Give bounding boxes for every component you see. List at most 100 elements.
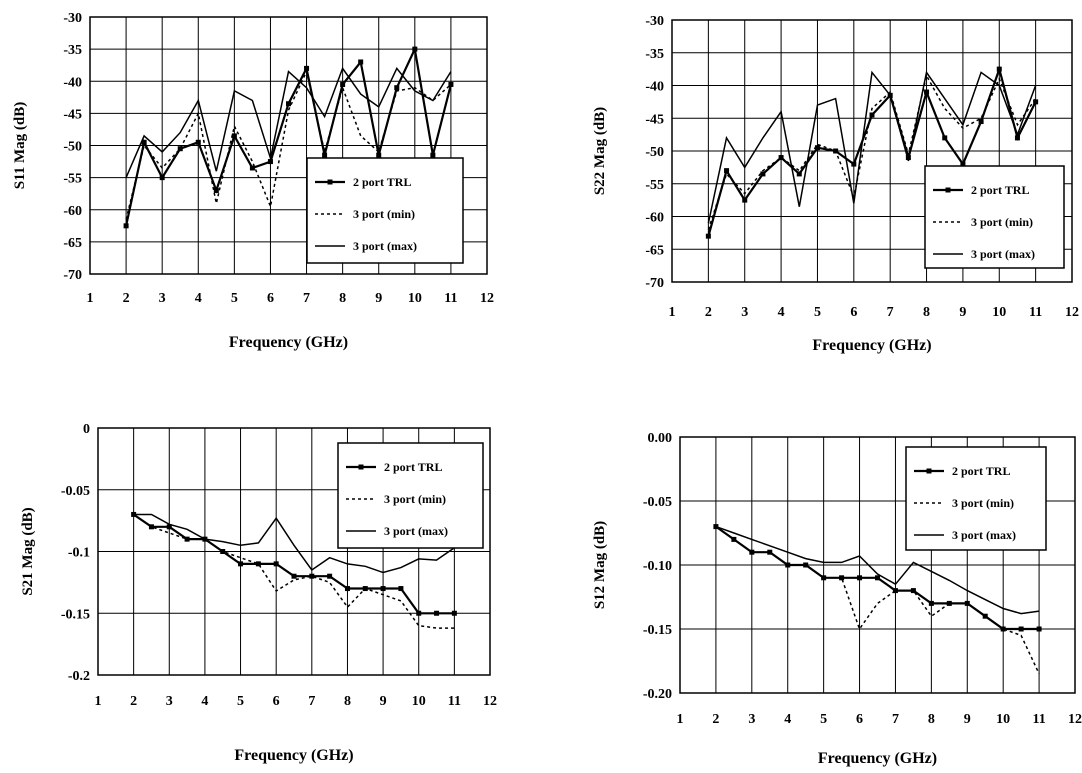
- y-tick-label: 0.00: [648, 431, 673, 446]
- data-point: [1036, 626, 1042, 632]
- data-point: [273, 561, 279, 567]
- legend: 2 port TRL 3 port (min) 3 port (max): [924, 165, 1065, 269]
- x-tick-label: 2: [130, 694, 137, 709]
- x-tick-label: 9: [964, 712, 971, 727]
- data-point: [892, 588, 898, 594]
- legend-label: 2 port TRL: [353, 175, 411, 189]
- data-point: [376, 152, 382, 158]
- legend: 2 port TRL 3 port (min) 3 port (max): [905, 446, 1047, 551]
- series-solid: [715, 525, 1040, 615]
- legend: 2 port TRL 3 port (min) 3 port (max): [306, 157, 464, 264]
- x-tick-label: 4: [201, 694, 208, 709]
- series-solid: [707, 70, 1037, 224]
- data-point: [412, 46, 418, 52]
- x-tick-label: 7: [887, 305, 894, 320]
- data-point: [159, 175, 165, 181]
- data-point: [778, 155, 784, 161]
- y-tick-label: -0.2: [68, 669, 90, 684]
- data-point: [705, 233, 711, 239]
- x-tick-label: 6: [273, 694, 280, 709]
- x-tick-label: 4: [784, 712, 791, 727]
- x-tick-label: 2: [705, 305, 712, 320]
- x-tick-label: 1: [669, 305, 676, 320]
- x-tick-label: 4: [778, 305, 785, 320]
- chart-s11: 1 2 3 4 5 6 7 8 9 10 11 12-30-35-40-45-50-55-60-65-…: [12, 11, 494, 351]
- x-tick-label: 12: [480, 291, 494, 306]
- y-tick-label: -30: [645, 14, 664, 29]
- y-tick-label: -65: [63, 236, 82, 251]
- data-point: [731, 536, 737, 542]
- series-line: [715, 525, 1040, 675]
- x-tick-label: 3: [741, 305, 748, 320]
- data-point: [1000, 626, 1006, 632]
- data-point: [267, 159, 273, 165]
- y-tick-label: -0.15: [61, 607, 90, 622]
- y-tick-label: -45: [645, 112, 664, 127]
- x-tick-label: 10: [408, 291, 422, 306]
- data-point: [451, 610, 457, 616]
- x-tick-label: 7: [308, 694, 315, 709]
- y-tick-label: -30: [63, 11, 82, 26]
- x-tick-label: 10: [992, 305, 1006, 320]
- y-tick-label: -0.20: [643, 687, 672, 702]
- y-tick-label: -50: [63, 140, 82, 155]
- series-line: [125, 69, 452, 220]
- x-tick-label: 5: [231, 291, 238, 306]
- y-tick-label: -50: [645, 145, 664, 160]
- series-line: [707, 70, 1037, 224]
- y-tick-label: -65: [645, 243, 664, 258]
- data-point: [291, 573, 297, 579]
- x-tick-label: 2: [712, 712, 719, 727]
- series-line: [715, 525, 1040, 615]
- data-point: [942, 135, 948, 141]
- y-tick-label: -0.15: [643, 623, 672, 638]
- data-point: [255, 561, 261, 567]
- data-point: [821, 575, 827, 581]
- data-point: [1033, 99, 1039, 105]
- x-tick-label: 1: [677, 712, 684, 727]
- data-point: [398, 586, 404, 592]
- legend-marker: [327, 179, 333, 185]
- series-dashed: [707, 73, 1037, 230]
- x-tick-label: 1: [87, 291, 94, 306]
- x-tick-label: 4: [195, 291, 202, 306]
- x-tick-label: 10: [996, 712, 1010, 727]
- data-point: [141, 139, 147, 145]
- series-line: [133, 513, 455, 574]
- y-tick-label: -0.1: [68, 546, 90, 561]
- y-tick-label: -0.05: [61, 484, 90, 499]
- y-tick-label: -70: [645, 276, 664, 291]
- x-tick-label: 12: [483, 694, 497, 709]
- x-tick-label: 3: [748, 712, 755, 727]
- legend-label: 3 port (min): [952, 496, 1014, 510]
- y-axis-label: S12 Mag (dB): [592, 521, 608, 609]
- x-tick-label: 5: [820, 712, 827, 727]
- x-tick-label: 2: [123, 291, 130, 306]
- data-point: [394, 85, 400, 91]
- legend-marker: [926, 468, 932, 474]
- legend-label: 3 port (max): [971, 247, 1035, 261]
- y-axis-label: S21 Mag (dB): [20, 507, 36, 595]
- data-point: [724, 168, 730, 174]
- data-point: [742, 197, 748, 203]
- series-markers: [123, 45, 454, 229]
- data-point: [358, 59, 364, 65]
- data-point: [857, 575, 863, 581]
- data-point: [434, 610, 440, 616]
- data-point: [430, 152, 436, 158]
- x-tick-label: 9: [959, 305, 966, 320]
- series-dashed: [715, 525, 1040, 675]
- y-tick-label: -0.05: [643, 495, 672, 510]
- x-tick-label: 11: [448, 694, 461, 709]
- data-point: [996, 66, 1002, 72]
- data-point: [851, 161, 857, 167]
- y-tick-label: -35: [63, 43, 82, 58]
- data-point: [416, 610, 422, 616]
- data-point: [195, 139, 201, 145]
- y-tick-label: -70: [63, 268, 82, 283]
- data-point: [309, 573, 315, 579]
- legend-label: 3 port (max): [384, 524, 448, 538]
- y-tick-label: -40: [645, 80, 664, 95]
- series-dashed: [125, 69, 452, 220]
- data-point: [839, 575, 845, 581]
